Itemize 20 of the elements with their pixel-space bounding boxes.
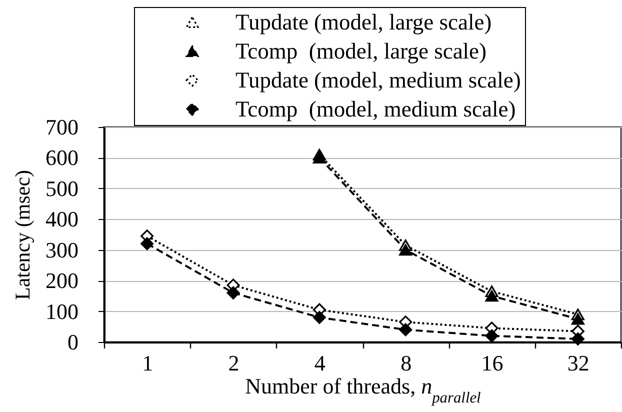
y-tick-label: 0 [68, 330, 78, 354]
x-tick-label: 2 [228, 350, 240, 376]
y-axis-title: Latency (msec) [10, 170, 34, 300]
x-tick-label: 1 [142, 350, 154, 376]
y-tick-label: 200 [46, 268, 78, 294]
x-tick-label: 8 [400, 350, 412, 376]
y-tick-label: 600 [46, 145, 78, 170]
x-tick-label: 4 [314, 350, 326, 376]
legend-label: Tcomp (model, medium scale) [236, 96, 516, 122]
legend-label: Tcomp (model, large scale) [236, 38, 487, 64]
legend-label: Tupdate (model, large scale) [236, 9, 492, 34]
legend-label: Tupdate (model, medium scale) [236, 67, 521, 92]
y-tick-label: 300 [46, 237, 78, 262]
x-axis-title: Number of threads, n$_{parallel}$ [245, 374, 481, 406]
y-tick-label: 400 [46, 206, 78, 232]
y-tick-label: 700 [46, 114, 78, 140]
y-tick-label: 100 [46, 298, 78, 324]
x-tick-label: 32 [567, 350, 590, 376]
x-tick-label: 16 [481, 350, 504, 376]
y-tick-label: 500 [46, 176, 78, 201]
